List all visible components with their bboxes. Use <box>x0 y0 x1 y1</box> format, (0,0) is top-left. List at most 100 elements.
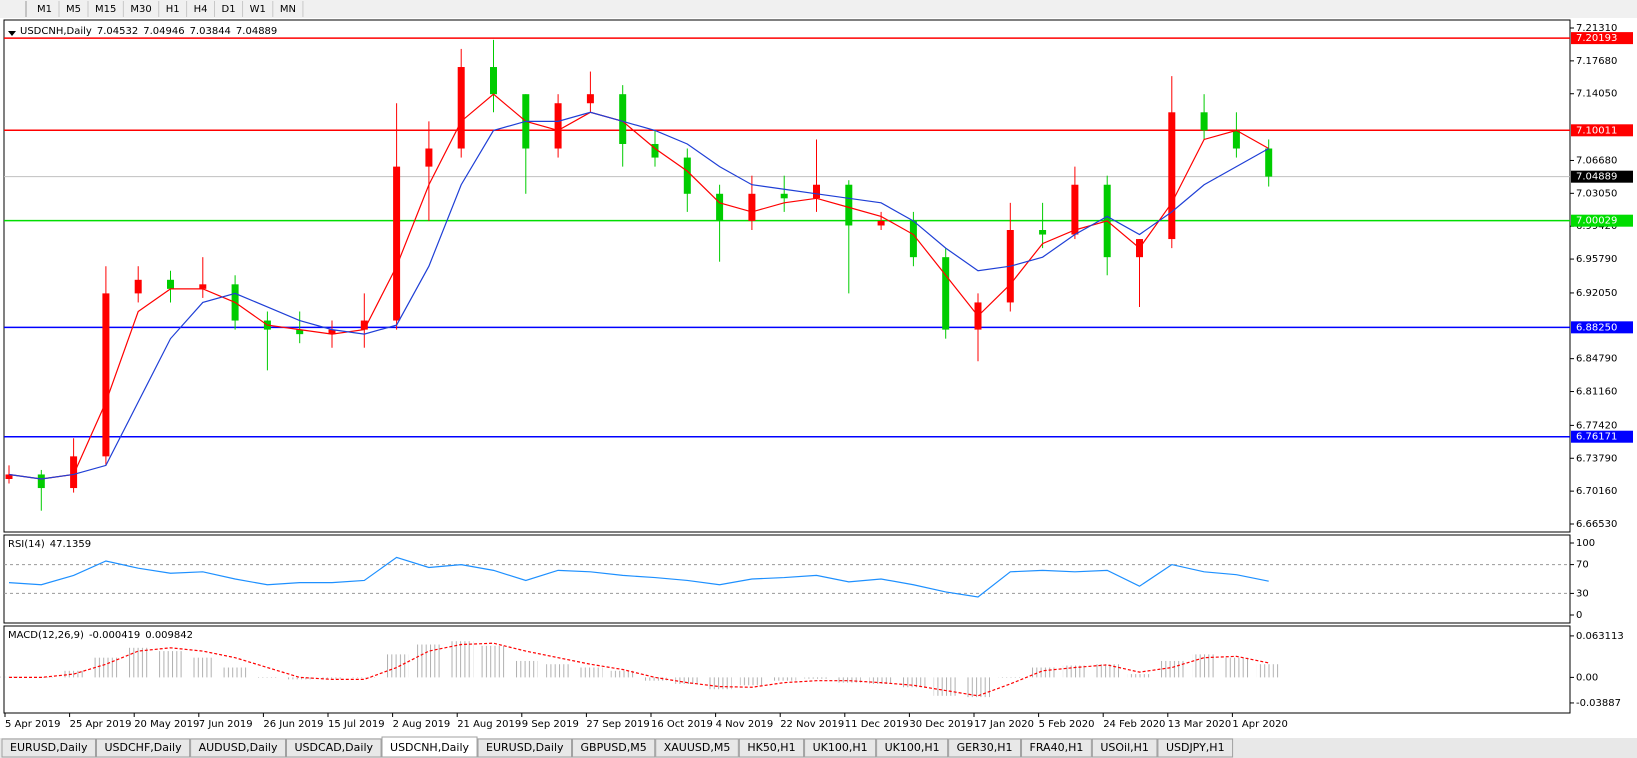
macd-bar <box>1192 654 1217 678</box>
timeframe-button[interactable]: M15 <box>95 4 116 15</box>
tab-label[interactable]: FRA40,H1 <box>1030 741 1084 754</box>
macd-bar <box>836 677 861 683</box>
tab[interactable] <box>190 738 286 758</box>
x-tick-label: 7 Jun 2019 <box>199 719 253 730</box>
tab[interactable] <box>738 738 805 758</box>
tab[interactable] <box>1091 738 1158 758</box>
macd-bar <box>675 677 700 684</box>
y-tick-label: 7.14050 <box>1576 89 1617 100</box>
rsi-line <box>8 556 1269 598</box>
header-value: 7.04889 <box>236 26 277 37</box>
tab-label[interactable]: HK50,H1 <box>747 741 795 754</box>
macd-bar <box>223 667 248 678</box>
tab[interactable] <box>95 738 191 758</box>
candle-body <box>813 184 820 199</box>
macd-bar <box>158 651 183 678</box>
candle-body <box>619 94 627 144</box>
macd-bar <box>449 641 474 678</box>
header-title: MACD(12,26,9) <box>8 630 84 641</box>
candle-body <box>1071 184 1079 235</box>
timeframe-button[interactable]: M5 <box>66 4 81 15</box>
active-tab[interactable] <box>381 736 478 758</box>
indicator-header: MACD(12,26,9) -0.000419 0.009842 <box>8 630 193 641</box>
tab-label[interactable]: UK100,H1 <box>813 741 868 754</box>
level-tag <box>1571 214 1633 227</box>
tab-label[interactable]: USDJPY,H1 <box>1166 741 1225 754</box>
x-tick-label: 21 Aug 2019 <box>457 719 521 730</box>
panel-frame <box>3 625 1571 714</box>
macd-bar <box>707 677 732 690</box>
tab-label[interactable]: USOil,H1 <box>1100 741 1149 754</box>
tab[interactable] <box>876 738 949 758</box>
tab-label[interactable]: XAUUSD,M5 <box>664 741 731 754</box>
tab-label[interactable]: GBPUSD,M5 <box>581 741 647 754</box>
candle-body <box>748 193 756 221</box>
macd-bar <box>739 677 764 686</box>
panel-frame <box>3 19 1571 533</box>
tab-label[interactable]: EURUSD,Daily <box>486 741 564 754</box>
tab[interactable] <box>286 738 382 758</box>
x-tick-label: 30 Dec 2019 <box>909 719 973 730</box>
level-label: 6.76171 <box>1576 432 1617 443</box>
candle-body <box>586 94 594 104</box>
timeframe-button[interactable]: W1 <box>250 4 266 15</box>
tab-label[interactable]: GER30,H1 <box>957 741 1013 754</box>
candle-body <box>683 157 691 194</box>
level-tag <box>1571 124 1633 137</box>
y-tick-label: 6.92050 <box>1576 288 1617 299</box>
candle-body <box>360 320 368 330</box>
active-tab-label[interactable]: USDCNH,Daily <box>390 741 470 754</box>
tab[interactable] <box>572 738 656 758</box>
tab[interactable] <box>1 738 96 758</box>
macd-bar <box>1095 664 1120 678</box>
toolbar-bg <box>0 0 1637 18</box>
macd-bar <box>610 670 635 678</box>
macd-bar <box>1224 657 1249 678</box>
timeframe-button[interactable]: MN <box>280 4 296 15</box>
chart-bg <box>0 18 1637 738</box>
candle-body <box>909 220 917 258</box>
tab-label[interactable]: USDCAD,Daily <box>295 741 374 754</box>
level-label: 7.20193 <box>1576 33 1617 44</box>
tab[interactable] <box>477 738 573 758</box>
y-tick-label: 6.84790 <box>1576 354 1617 365</box>
x-tick-label: 24 Feb 2020 <box>1103 719 1165 730</box>
x-tick-label: 26 Jun 2019 <box>263 719 323 730</box>
tab-label[interactable]: AUDUSD,Daily <box>199 741 278 754</box>
indicator-header: USDCNH,Daily 7.04532 7.04946 7.03844 7.04889 <box>20 26 277 37</box>
tab-label[interactable]: USDCHF,Daily <box>104 741 182 754</box>
y-tick-label: 100 <box>1576 538 1595 549</box>
panel-frame <box>3 534 1571 624</box>
tab[interactable] <box>804 738 877 758</box>
candle-body <box>845 184 853 226</box>
candle-body <box>167 279 174 289</box>
timeframe-button[interactable]: D1 <box>222 4 236 15</box>
current-price-label: 7.04889 <box>1576 172 1617 183</box>
candle-body <box>134 279 142 294</box>
macd-bar <box>772 677 797 681</box>
timeframe-button[interactable]: H1 <box>166 4 180 15</box>
candle-body <box>490 67 497 95</box>
tab[interactable] <box>655 738 739 758</box>
timeframe-button[interactable]: M1 <box>37 4 52 15</box>
y-tick-label: 6.66530 <box>1576 519 1617 530</box>
current-price-tag <box>1571 170 1633 183</box>
macd-bar <box>1030 667 1055 678</box>
x-tick-label: 2 Aug 2019 <box>393 719 451 730</box>
macd-bar <box>643 677 667 681</box>
x-tick-label: 9 Sep 2019 <box>522 719 579 730</box>
tab-label[interactable]: UK100,H1 <box>885 741 940 754</box>
timeframe-button[interactable]: M30 <box>130 4 151 15</box>
level-tag <box>1571 32 1633 45</box>
tab-label[interactable]: EURUSD,Daily <box>10 741 88 754</box>
y-tick-label: 7.17680 <box>1576 56 1617 67</box>
x-tick-label: 15 Jul 2019 <box>328 719 385 730</box>
tab[interactable] <box>948 738 1022 758</box>
macd-bar <box>513 660 538 678</box>
timeframe-button[interactable]: H4 <box>194 4 208 15</box>
header-value: 0.009842 <box>145 630 193 641</box>
macd-bar <box>190 657 215 678</box>
tab[interactable] <box>1157 738 1234 758</box>
tab[interactable] <box>1021 738 1092 758</box>
